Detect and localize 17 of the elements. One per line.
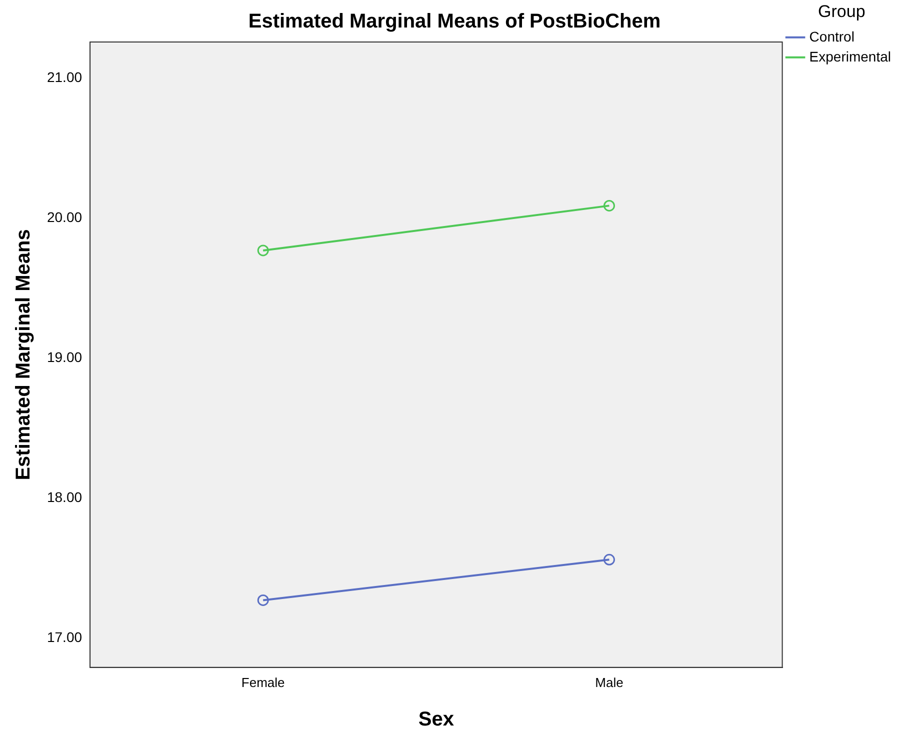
point — [257, 594, 269, 606]
x-tick-label: Male — [595, 674, 624, 690]
x-axis-title: Sex — [418, 708, 454, 731]
chart-title: Estimated Marginal Means of PostBioChem — [248, 10, 661, 33]
y-tick-label: 19.00 — [46, 349, 82, 366]
legend-title: Group — [818, 2, 866, 22]
x-tick-label: Female — [241, 674, 285, 690]
y-axis-title: Estimated Marginal Means — [12, 229, 35, 480]
legend-label: Experimental — [809, 48, 891, 64]
y-tick-label: 20.00 — [46, 209, 82, 226]
y-tick-label: 18.00 — [46, 488, 82, 505]
y-tick-label: 17.00 — [46, 628, 82, 645]
legend-label: Control — [809, 28, 854, 44]
point — [257, 244, 269, 256]
y-tick-label: 21.00 — [46, 69, 82, 86]
point — [603, 200, 615, 212]
point — [603, 554, 615, 566]
